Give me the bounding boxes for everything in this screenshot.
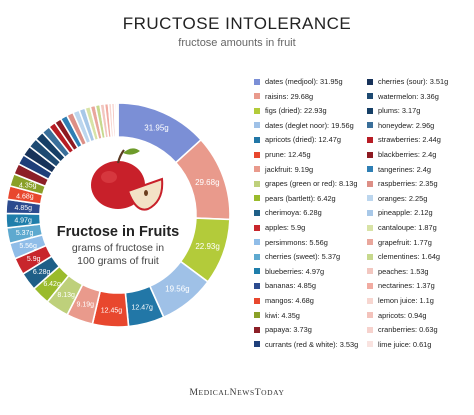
brand-letters: EDICAL: [198, 388, 230, 397]
slice-value-label: 12.47g: [131, 304, 153, 311]
slice-value-label: 4.85g: [15, 205, 33, 212]
slice-value-label: 6.28g: [33, 269, 51, 276]
slice-value-label: 9.19g: [77, 302, 95, 309]
slice-value-label: 5.37g: [16, 230, 34, 237]
brand-letters: EWS: [237, 388, 255, 397]
slice-value-label: 19.56g: [165, 285, 189, 294]
brand-logo: MEDICALNEWSTODAY: [0, 388, 474, 398]
brand-letters: ODAY: [261, 388, 285, 397]
slice-value-label: 6.42g: [43, 281, 61, 288]
chart-title: FRUCTOSE INTOLERANCE: [122, 14, 352, 33]
brand-letter: N: [229, 388, 238, 398]
chart-subtitle: fructose amounts in fruit: [178, 37, 296, 49]
slice-value-label: 4.97g: [14, 217, 32, 224]
slice-value-label: 12.45g: [101, 307, 123, 314]
apple-icon: [91, 148, 164, 211]
slice-value-label: 5.56g: [19, 243, 37, 250]
donut-slice-37: [115, 102, 119, 138]
slice-value-label: 22.93g: [195, 242, 219, 251]
center-subtext-line2: 100 grams of fruit: [77, 255, 159, 267]
slice-value-label: 5.9g: [27, 256, 41, 263]
slice-value-label: 4.68g: [16, 193, 34, 200]
center-heading: Fructose in Fruits: [57, 224, 179, 240]
brand-letter: T: [254, 388, 262, 398]
slice-value-label: 4.35g: [19, 183, 37, 190]
slice-value-label: 8.13g: [57, 292, 75, 299]
brand-letter: M: [189, 388, 199, 398]
center-subtext-line1: grams of fructose in: [72, 242, 164, 254]
slice-value-label: 31.95g: [144, 124, 168, 133]
slice-value-label: 29.68g: [195, 178, 219, 187]
